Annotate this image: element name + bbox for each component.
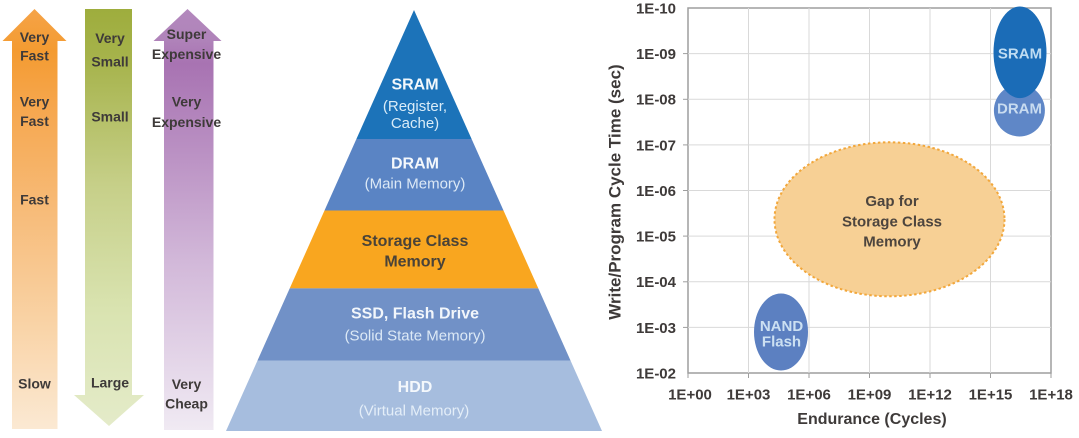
svg-text:(Virtual Memory): (Virtual Memory) <box>359 403 470 420</box>
svg-text:Very: Very <box>172 376 202 392</box>
svg-text:Flash: Flash <box>762 334 801 351</box>
svg-text:Cache): Cache) <box>391 115 439 132</box>
svg-text:1E-10: 1E-10 <box>636 0 676 17</box>
svg-text:1E+03: 1E+03 <box>727 387 771 404</box>
svg-text:Fast: Fast <box>20 192 49 208</box>
svg-text:Very: Very <box>172 94 202 110</box>
svg-text:Expensive: Expensive <box>152 46 221 62</box>
svg-text:1E-04: 1E-04 <box>636 274 677 291</box>
svg-text:1E+00: 1E+00 <box>668 387 712 404</box>
svg-text:Memory: Memory <box>863 234 921 251</box>
svg-text:Write/Program Cycle Time (sec): Write/Program Cycle Time (sec) <box>606 64 625 319</box>
svg-text:Large: Large <box>91 375 129 391</box>
svg-text:NAND: NAND <box>760 318 803 335</box>
svg-text:SRAM: SRAM <box>391 77 438 94</box>
svg-text:Expensive: Expensive <box>152 114 221 130</box>
svg-text:Very: Very <box>20 29 50 45</box>
svg-text:Gap for: Gap for <box>865 193 918 210</box>
svg-text:1E-07: 1E-07 <box>636 137 676 154</box>
svg-text:1E-08: 1E-08 <box>636 92 676 109</box>
svg-text:Memory: Memory <box>384 254 445 271</box>
svg-text:1E-05: 1E-05 <box>636 229 676 246</box>
svg-text:Fast: Fast <box>20 113 49 129</box>
svg-text:1E+12: 1E+12 <box>908 387 952 404</box>
svg-text:SSD, Flash Drive: SSD, Flash Drive <box>351 306 479 323</box>
svg-text:1E+15: 1E+15 <box>969 387 1013 404</box>
svg-text:1E-02: 1E-02 <box>636 365 676 382</box>
svg-text:Endurance (Cycles): Endurance (Cycles) <box>797 411 946 428</box>
svg-text:Small: Small <box>91 109 128 125</box>
svg-text:1E-09: 1E-09 <box>636 46 676 63</box>
svg-text:Fast: Fast <box>20 48 49 64</box>
svg-text:HDD: HDD <box>398 379 433 396</box>
svg-text:(Main Memory): (Main Memory) <box>365 176 466 193</box>
svg-text:1E-06: 1E-06 <box>636 183 676 200</box>
svg-text:(Register,: (Register, <box>383 98 447 115</box>
svg-text:Storage Class: Storage Class <box>362 233 469 250</box>
svg-text:1E+06: 1E+06 <box>787 387 831 404</box>
svg-text:Very: Very <box>95 30 125 46</box>
svg-text:(Solid State Memory): (Solid State Memory) <box>345 328 486 345</box>
svg-text:Cheap: Cheap <box>165 396 208 412</box>
svg-text:1E+09: 1E+09 <box>848 387 892 404</box>
svg-text:Slow: Slow <box>18 376 51 392</box>
svg-text:1E+18: 1E+18 <box>1029 387 1073 404</box>
svg-text:DRAM: DRAM <box>997 101 1042 118</box>
svg-text:Storage Class: Storage Class <box>842 213 942 230</box>
svg-text:SRAM: SRAM <box>998 45 1042 62</box>
svg-text:Super: Super <box>167 26 207 42</box>
svg-text:DRAM: DRAM <box>391 156 439 173</box>
svg-text:Very: Very <box>20 94 50 110</box>
svg-text:Small: Small <box>91 54 128 70</box>
svg-text:1E-03: 1E-03 <box>636 320 676 337</box>
